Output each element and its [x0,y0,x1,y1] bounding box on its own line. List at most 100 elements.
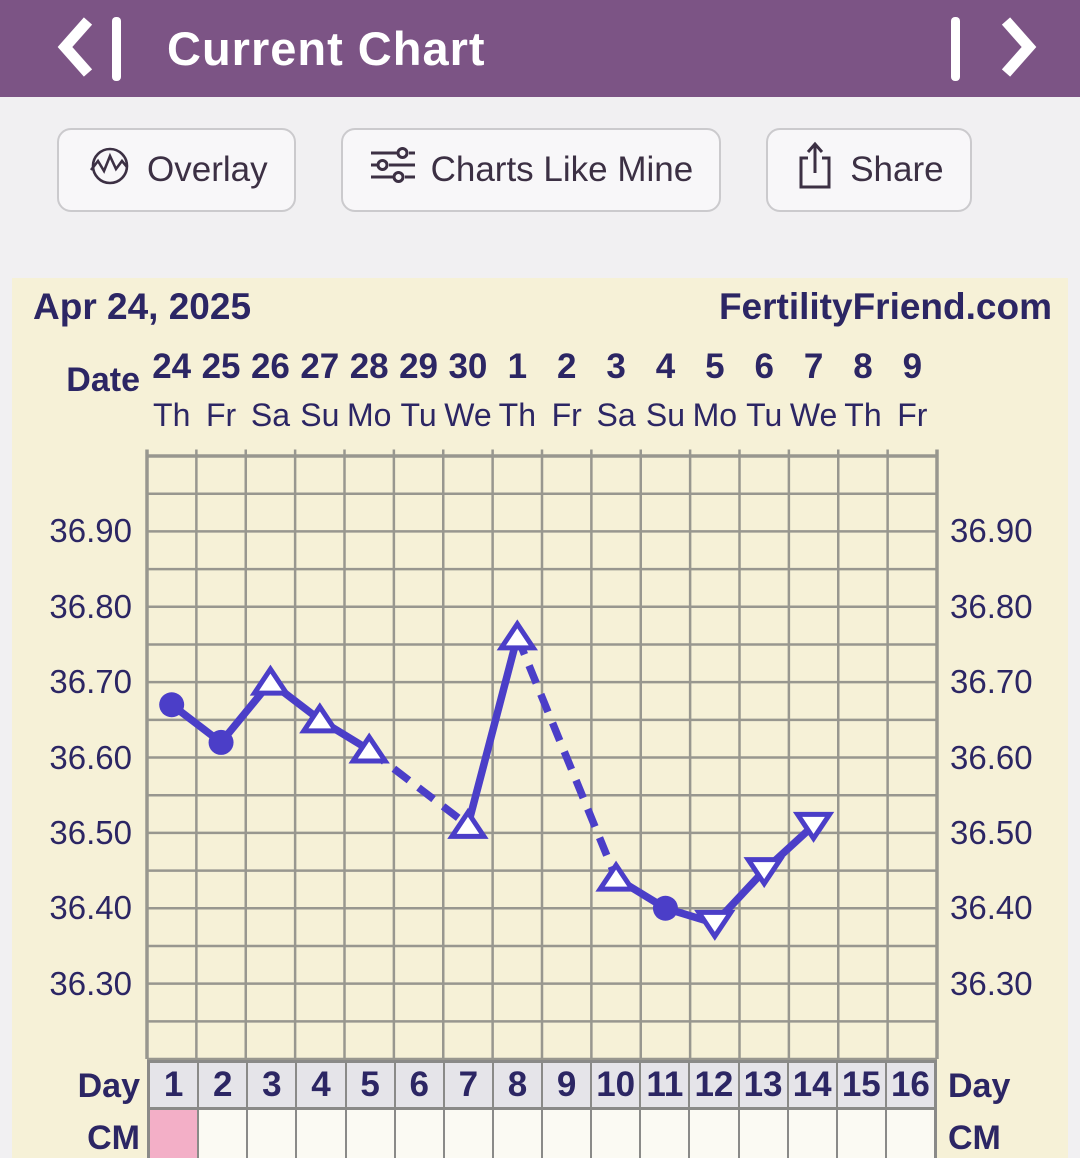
weekday-cell: Fr [897,397,928,433]
day-cell[interactable]: 6 [396,1063,445,1107]
day-cell[interactable]: 8 [494,1063,543,1107]
cm-cell[interactable] [395,1110,445,1158]
chevron-left-icon [56,16,96,81]
temp-point-day-7[interactable] [447,807,489,839]
weekday-cell: Su [300,397,340,433]
y-tick-label: 36.30 [49,964,132,1002]
day-cell[interactable]: 4 [297,1063,347,1107]
y-tick-label: 36.40 [950,889,1033,927]
date-cell: 29 [399,347,439,386]
cm-cell[interactable] [150,1110,200,1158]
app-header: Current Chart [0,0,1080,97]
cm-cell[interactable] [493,1110,543,1158]
temp-point-day-11[interactable] [652,895,678,921]
day-cell[interactable]: 7 [445,1063,494,1107]
cm-cell[interactable] [444,1110,494,1158]
weekday-cell: Sa [596,397,636,433]
y-tick-label: 36.60 [49,738,132,776]
cm-cell[interactable] [837,1110,887,1158]
temperature-markers [159,619,835,941]
overlay-button[interactable]: Overlay [57,128,296,212]
cm-axis-label-left: CM [87,1119,140,1157]
temp-point-day-1[interactable] [159,692,185,718]
cm-cell[interactable] [886,1110,934,1158]
cm-cell[interactable] [592,1110,642,1158]
day-cell[interactable]: 11 [641,1063,691,1107]
next-chart-button[interactable] [982,9,1054,89]
day-cell[interactable]: 5 [347,1063,396,1107]
date-cell: 2 [556,347,577,386]
date-cell: 25 [201,347,241,386]
cm-cell[interactable] [739,1110,789,1158]
watermark: FertilityFriend.com [718,286,1052,327]
header-divider-left [112,16,121,81]
temp-point-day-5[interactable] [348,732,390,764]
day-cell[interactable]: 15 [838,1063,887,1107]
y-tick-label: 36.80 [950,587,1033,625]
share-icon [794,141,836,200]
day-cell[interactable]: 13 [740,1063,789,1107]
y-tick-label: 36.40 [49,889,132,927]
grid-lines [145,449,939,1061]
weekday-cell: Th [498,397,536,433]
share-button[interactable]: Share [766,128,972,212]
temp-point-day-4[interactable] [299,702,341,734]
weekday-cell: Su [645,397,685,433]
date-cell: 9 [902,347,923,386]
day-cell[interactable]: 10 [592,1063,642,1107]
temp-point-day-12[interactable] [694,909,736,941]
weekday-cell: Mo [346,397,392,433]
date-cell: 24 [152,347,192,386]
temp-point-day-14[interactable] [792,811,835,843]
y-tick-label: 36.90 [950,512,1033,550]
weekday-cell: Mo [692,397,738,433]
cm-cell[interactable] [788,1110,838,1158]
cm-cell[interactable] [248,1110,298,1158]
y-tick-label: 36.70 [950,663,1033,701]
day-cell[interactable]: 12 [690,1063,740,1107]
weekday-cell: We [444,397,492,433]
day-cell[interactable]: 16 [890,1065,930,1104]
previous-chart-button[interactable] [40,9,112,89]
date-cell: 8 [853,347,873,386]
temp-point-day-10[interactable] [595,860,637,892]
cm-cell[interactable] [641,1110,691,1158]
weekday-cell: Th [844,397,882,433]
page-title: Current Chart [167,22,486,75]
cm-cell[interactable] [297,1110,347,1158]
day-cell[interactable]: 3 [248,1063,298,1107]
y-tick-label: 36.80 [49,587,132,625]
y-tick-label: 36.90 [49,512,132,550]
y-tick-label: 36.50 [49,813,132,851]
weekday-cell: Th [153,397,191,433]
temp-point-day-3[interactable] [249,664,292,696]
overlay-chart-icon [85,142,133,199]
cm-cell[interactable] [346,1110,396,1158]
cm-cell[interactable] [199,1110,249,1158]
filter-sliders-icon [369,142,417,199]
temp-point-day-2[interactable] [208,729,234,755]
cm-cell[interactable] [543,1110,593,1158]
share-button-label: Share [850,150,944,189]
y-tick-label: 36.50 [950,813,1033,851]
day-cell[interactable]: 1 [150,1063,200,1107]
y-tick-label: 36.30 [950,964,1033,1002]
day-cell[interactable]: 2 [199,1063,249,1107]
cm-cell[interactable] [690,1110,740,1158]
chart-toolbar: Overlay Charts Like Mine Share [0,97,1080,278]
date-cell: 5 [705,347,725,386]
day-cell[interactable]: 9 [543,1063,593,1107]
date-cell: 30 [448,347,488,386]
date-cell: 26 [250,347,290,386]
temp-point-day-13[interactable] [743,857,785,889]
weekday-cell: Fr [205,397,237,433]
charts-like-mine-button[interactable]: Charts Like Mine [340,128,722,212]
cycle-day-row: 1 2 3 4 5 6 7 8 9 10 11 12 13 14 15 16 [147,1060,937,1110]
date-cell: 7 [803,347,824,386]
day-cell[interactable]: 14 [789,1063,838,1107]
overlay-button-label: Overlay [147,150,268,189]
temp-point-day-8[interactable] [496,619,538,651]
chart-plot-area[interactable] [12,278,1068,1158]
weekday-cell: Sa [250,397,290,433]
day-axis-label-right: Day [948,1067,1011,1105]
